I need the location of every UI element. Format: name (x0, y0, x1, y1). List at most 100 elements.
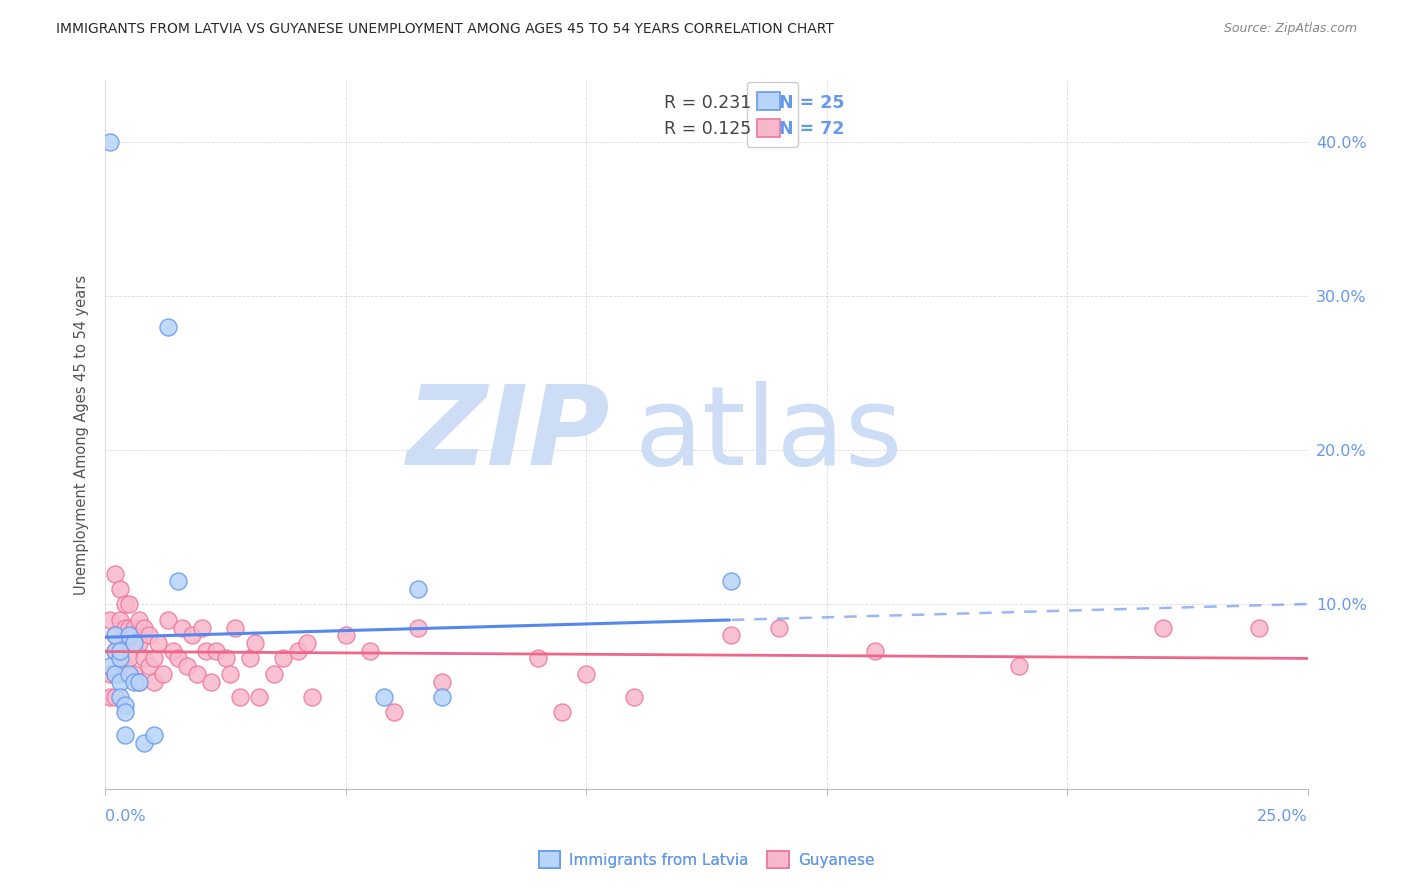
Point (152, 666, 174, 681)
Point (200, 674, 222, 689)
Point (172, 621, 194, 635)
Point (108, 643, 131, 657)
Point (142, 674, 165, 689)
Point (98, 690, 121, 704)
Text: 25.0%: 25.0% (1257, 809, 1308, 824)
Point (243, 636, 266, 650)
Text: atlas: atlas (634, 382, 903, 488)
Text: N = 25: N = 25 (779, 94, 844, 112)
Point (176, 659, 198, 673)
Point (114, 636, 136, 650)
Point (195, 643, 218, 657)
Point (124, 674, 146, 689)
Point (406, 621, 429, 635)
Point (104, 690, 127, 704)
Point (373, 690, 395, 704)
Point (124, 636, 146, 650)
Point (108, 690, 131, 704)
Point (768, 621, 790, 635)
Point (104, 628, 127, 642)
Point (1152, 621, 1174, 635)
Point (108, 582, 131, 596)
Point (239, 651, 262, 665)
Point (104, 666, 127, 681)
Point (108, 643, 131, 657)
Point (128, 636, 150, 650)
Point (247, 690, 270, 704)
Point (118, 628, 141, 642)
Point (382, 706, 405, 720)
Point (128, 613, 150, 627)
Point (148, 636, 170, 650)
Point (98, 135, 121, 149)
Point (273, 651, 295, 665)
Point (229, 690, 252, 704)
Point (128, 674, 150, 689)
Point (142, 729, 165, 743)
Text: Source: ZipAtlas.com: Source: ZipAtlas.com (1223, 22, 1357, 36)
Point (430, 690, 453, 704)
Point (720, 574, 742, 589)
Point (124, 666, 146, 681)
Point (108, 651, 131, 665)
Point (205, 643, 228, 657)
Point (1008, 659, 1031, 673)
Point (156, 320, 179, 334)
Y-axis label: Unemployment Among Ages 45 to 54 years: Unemployment Among Ages 45 to 54 years (75, 275, 90, 595)
Point (114, 598, 136, 612)
Point (114, 621, 136, 635)
Point (623, 690, 645, 704)
Point (1249, 621, 1271, 635)
Point (527, 651, 550, 665)
Point (108, 666, 131, 681)
Point (98, 659, 121, 673)
Point (114, 729, 136, 743)
Point (720, 628, 742, 642)
Point (104, 643, 127, 657)
Point (118, 621, 141, 635)
Point (118, 598, 141, 612)
Text: N = 72: N = 72 (779, 120, 844, 137)
Point (98, 666, 121, 681)
Point (287, 643, 309, 657)
Point (214, 651, 236, 665)
Point (124, 636, 146, 650)
Point (104, 566, 127, 581)
Text: R = 0.231: R = 0.231 (665, 94, 752, 112)
Point (406, 582, 429, 596)
Point (108, 651, 131, 665)
Point (108, 613, 131, 627)
Point (104, 628, 127, 642)
Point (124, 621, 146, 635)
Point (138, 659, 160, 673)
Point (142, 651, 165, 665)
Point (551, 706, 574, 720)
Point (430, 674, 453, 689)
Point (104, 643, 127, 657)
Point (186, 666, 208, 681)
Point (359, 643, 381, 657)
Legend: Immigrants from Latvia, Guyanese: Immigrants from Latvia, Guyanese (533, 845, 880, 874)
Point (224, 621, 246, 635)
Point (132, 621, 155, 635)
Point (114, 698, 136, 712)
Point (138, 628, 160, 642)
Point (190, 621, 212, 635)
Point (301, 690, 323, 704)
Point (132, 736, 155, 750)
Point (335, 628, 357, 642)
Point (118, 666, 141, 681)
Point (108, 674, 131, 689)
Point (156, 613, 179, 627)
Point (132, 651, 155, 665)
Point (114, 706, 136, 720)
Point (219, 666, 242, 681)
Point (98, 613, 121, 627)
Text: R = 0.125: R = 0.125 (665, 120, 752, 137)
Text: ZIP: ZIP (406, 382, 610, 488)
Point (181, 628, 204, 642)
Point (128, 674, 150, 689)
Point (118, 651, 141, 665)
Point (575, 666, 598, 681)
Point (863, 643, 886, 657)
